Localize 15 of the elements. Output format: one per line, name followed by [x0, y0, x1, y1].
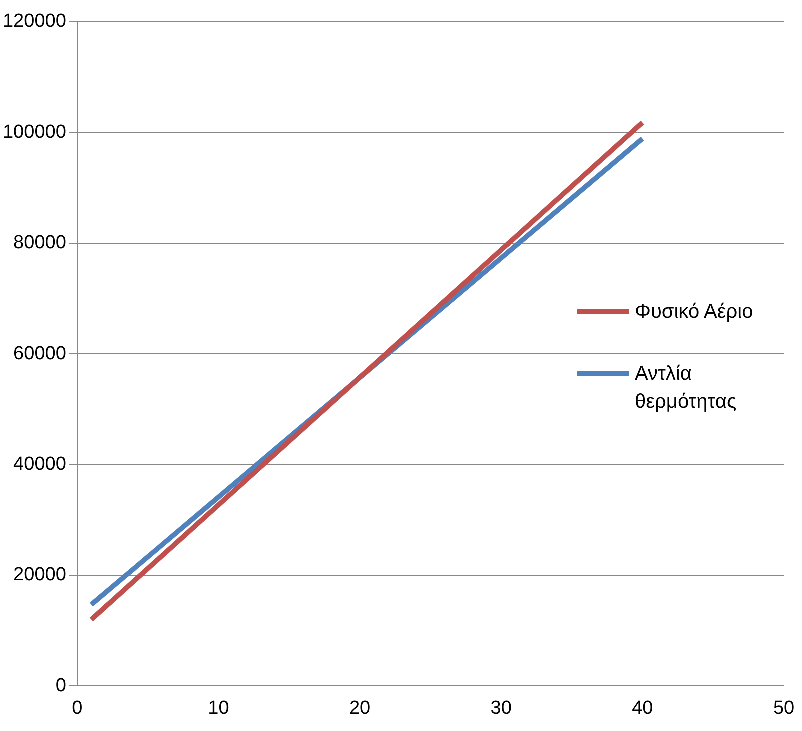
y-tick-label: 60000 — [14, 343, 66, 364]
y-tick-label: 80000 — [14, 232, 66, 254]
x-tick-label: 40 — [632, 698, 654, 719]
x-tick-label: 50 — [773, 698, 795, 719]
legend-label: Φυσικό Αέριο — [635, 300, 754, 326]
x-tick-label: 20 — [349, 698, 371, 719]
y-tick-label: 20000 — [14, 564, 66, 586]
y-tick-label: 0 — [56, 675, 66, 696]
x-tick-label: 10 — [208, 698, 230, 719]
x-tick-label: 0 — [72, 698, 83, 719]
x-tick-label: 30 — [490, 698, 512, 719]
legend-label: Αντλία θερμότητας — [635, 362, 738, 416]
y-tick-label: 100000 — [2, 122, 66, 143]
y-tick-label: 120000 — [2, 11, 66, 32]
y-tick-label: 40000 — [14, 454, 66, 476]
